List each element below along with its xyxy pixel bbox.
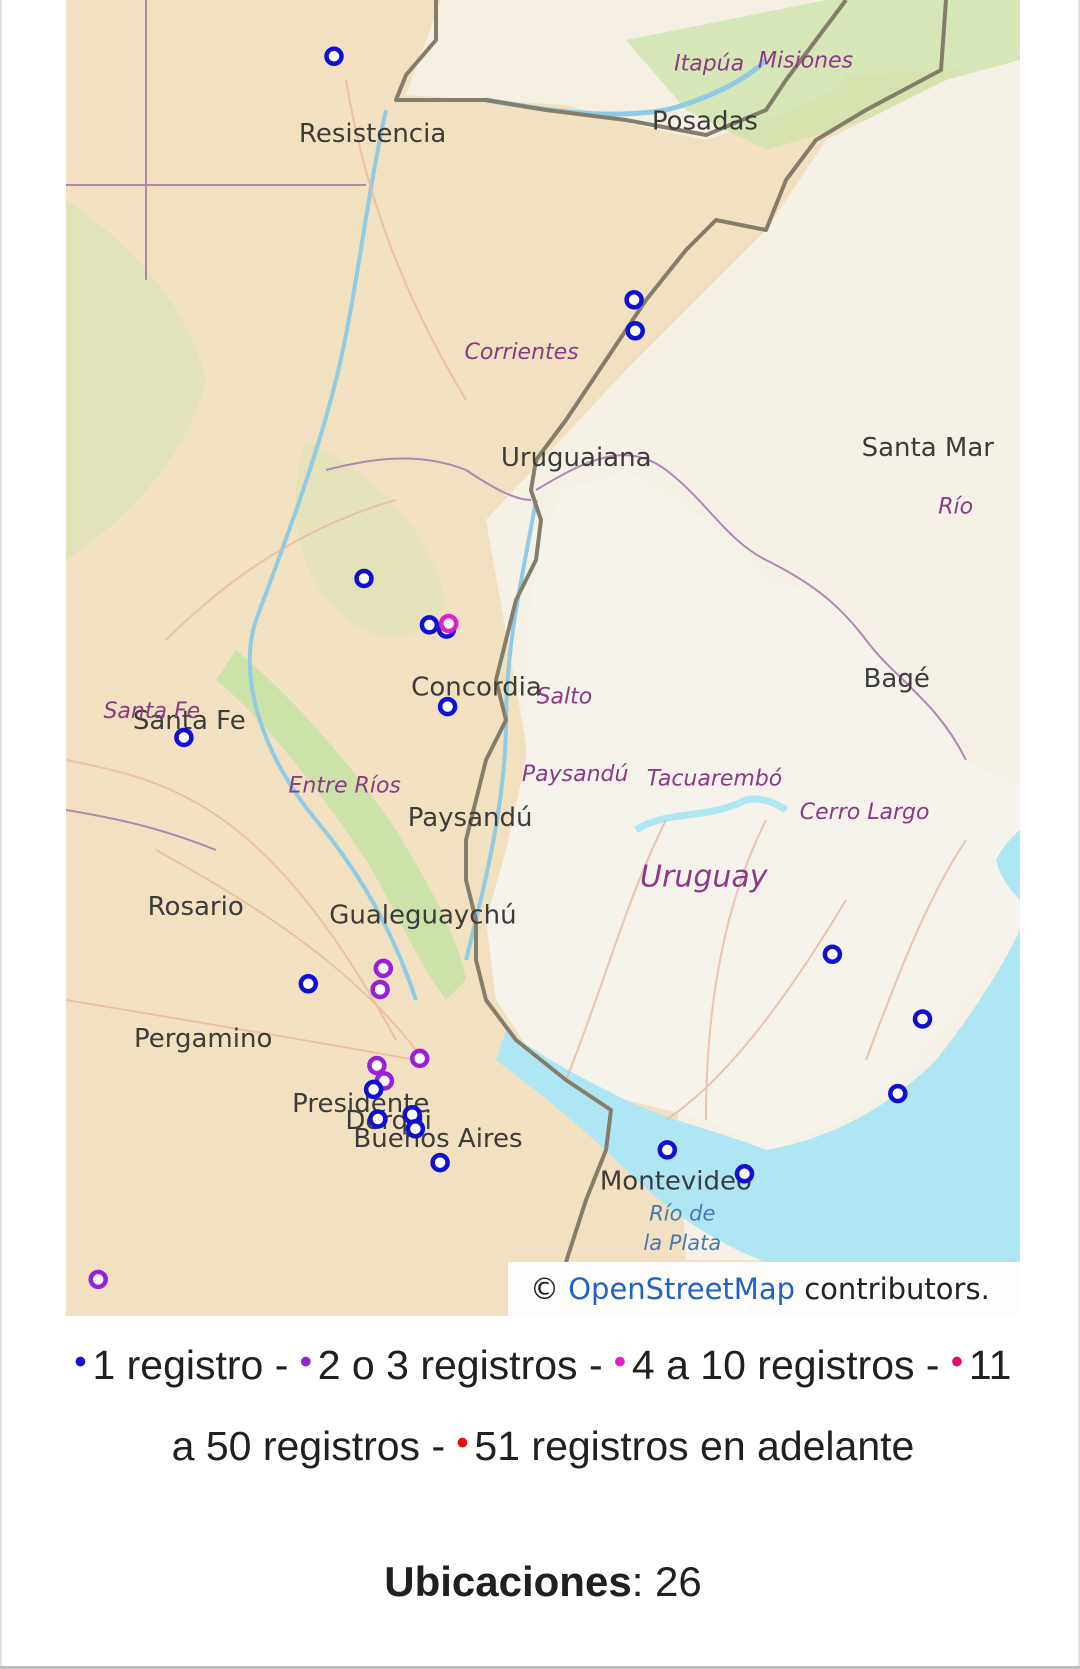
legend-dot-1: •	[74, 1343, 87, 1381]
left-frame-edge	[0, 0, 2, 1669]
record-marker[interactable]	[430, 1152, 450, 1173]
legend-item-1: • 1 registro	[75, 1342, 264, 1388]
rio-de-la-plata	[496, 930, 1020, 1262]
region-label: Uruguay	[640, 860, 769, 895]
legend-dot-2: •	[299, 1343, 312, 1381]
place-label: Paysandú	[408, 803, 533, 833]
region-label: Tacuarembó	[647, 766, 783, 791]
record-marker[interactable]	[912, 1009, 933, 1029]
record-marker[interactable]	[657, 1140, 678, 1160]
distribution-map[interactable]: Resistencia Posadas Uruguaiana Santa Mar Con…	[66, 0, 1020, 1316]
legend-dot-3: •	[614, 1343, 626, 1381]
record-marker[interactable]	[373, 958, 394, 979]
admin-borders	[66, 0, 967, 851]
place-label: Montevideo	[600, 1166, 752, 1196]
record-marker[interactable]	[419, 615, 440, 635]
record-marker[interactable]	[625, 321, 645, 341]
record-marker[interactable]	[368, 1109, 388, 1129]
legend-dot-5: •	[456, 1424, 469, 1462]
legend-label-1: 1 registro	[92, 1342, 264, 1388]
international-borders	[394, 0, 948, 1263]
place-label: Gualeguaychú	[329, 900, 516, 930]
place-label: Uruguaiana	[501, 443, 652, 473]
legend-item-3: • 4 a 10 registros	[614, 1342, 915, 1388]
record-marker[interactable]	[438, 613, 459, 634]
right-frame-edge	[1078, 0, 1080, 1669]
record-marker-layer	[88, 46, 933, 1290]
rio-negro-lake	[634, 795, 789, 833]
record-marker[interactable]	[822, 944, 843, 965]
record-marker[interactable]	[405, 1119, 426, 1139]
region-label: Río	[938, 495, 973, 520]
region-label: Entre Ríos	[289, 773, 401, 798]
road-network	[66, 79, 967, 1121]
region-label: Paysandú	[522, 762, 629, 787]
map-label-layer: Resistencia Posadas Uruguaiana Santa Mar Con…	[103, 49, 994, 1255]
legend-separator: -	[274, 1342, 289, 1388]
legend-label-5: 51 registros en adelante	[474, 1423, 915, 1469]
map-canvas[interactable]: Resistencia Posadas Uruguaiana Santa Mar Con…	[66, 0, 1020, 1316]
region-label: Itapúa	[674, 51, 744, 76]
region-label: Misiones	[758, 49, 853, 74]
parana-delta-green	[216, 650, 466, 1000]
legend-item-4: • 11 a 50 registros	[172, 1342, 1012, 1469]
record-marker[interactable]	[734, 1164, 755, 1184]
place-label: Rosario	[148, 892, 244, 922]
record-marker[interactable]	[409, 1048, 430, 1069]
copyright-symbol: ©	[530, 1272, 559, 1306]
legend-item-5: • 51 registros en adelante	[457, 1423, 915, 1469]
legend-label-2: 2 o 3 registros	[317, 1342, 578, 1388]
place-label: Pergamino	[134, 1024, 272, 1054]
record-marker[interactable]	[888, 1083, 908, 1104]
uruguay-land	[486, 470, 1020, 1150]
record-marker[interactable]	[367, 1055, 387, 1076]
record-marker[interactable]	[298, 974, 319, 994]
openstreetmap-link[interactable]: OpenStreetMap	[568, 1272, 795, 1306]
map-attribution: © OpenStreetMap contributors.	[508, 1262, 1020, 1316]
water_label-label: Río de	[649, 1201, 715, 1225]
forest-green-west	[66, 200, 206, 560]
place-label: Santa Mar	[862, 433, 995, 463]
parana-river	[247, 109, 418, 1001]
legend-separator: -	[925, 1342, 940, 1388]
record-marker[interactable]	[88, 1269, 108, 1290]
bottom-divider	[0, 1666, 1080, 1669]
forest-green-north	[626, 0, 1020, 150]
legend-label-4: 11 a 50 registros	[171, 1342, 1012, 1469]
record-marker[interactable]	[624, 290, 644, 310]
legend-separator: -	[588, 1342, 603, 1388]
record-marker[interactable]	[174, 727, 194, 748]
locations-label: Ubicaciones	[384, 1558, 632, 1605]
place-label: Posadas	[652, 107, 758, 137]
marker-legend: • 1 registro - • 2 o 3 registros - • 4 a 10…	[68, 1326, 1018, 1488]
lagoon	[996, 830, 1020, 900]
legend-item-2: • 2 o 3 registros	[300, 1342, 578, 1388]
water_label-label: la Plata	[643, 1231, 721, 1255]
locations-count: 26	[655, 1558, 702, 1605]
locations-summary: Ubicaciones: 26	[384, 1558, 702, 1605]
region-label: Cerro Largo	[800, 800, 930, 825]
place-label: Buenos Aires	[353, 1124, 522, 1154]
region-label: Salto	[537, 685, 593, 710]
forest-green-entrerios	[295, 440, 446, 638]
place-label: Resistencia	[299, 119, 446, 149]
record-marker[interactable]	[363, 1079, 384, 1100]
attribution-suffix: contributors.	[804, 1272, 990, 1306]
region-label: Corrientes	[465, 340, 579, 365]
legend-dot-4: •	[950, 1343, 963, 1381]
record-marker[interactable]	[354, 568, 374, 589]
legend-separator: -	[431, 1423, 446, 1469]
region-label: Santa Fe	[103, 699, 200, 724]
place-label: Bagé	[864, 664, 930, 694]
record-marker[interactable]	[437, 696, 458, 717]
record-marker[interactable]	[370, 979, 390, 1000]
place-label: Concordia	[411, 672, 542, 702]
record-marker[interactable]	[324, 46, 344, 67]
legend-label-3: 4 a 10 registros	[631, 1342, 915, 1388]
